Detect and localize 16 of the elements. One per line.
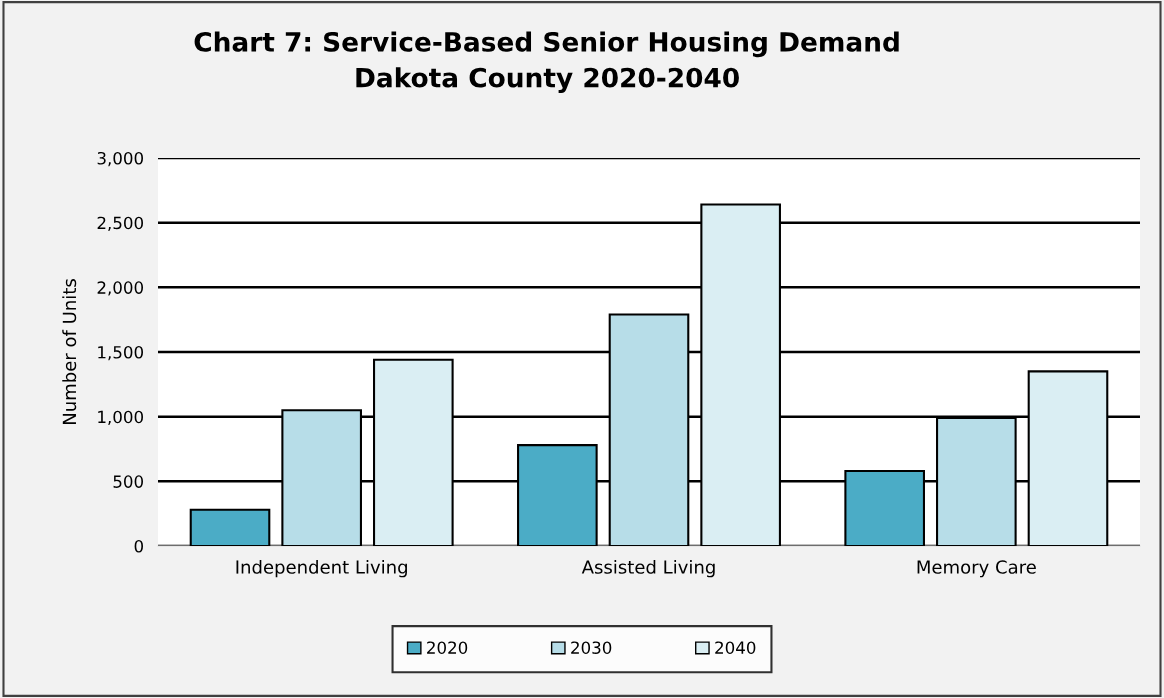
y-axis-title: Number of Units [62,279,77,425]
y-tick-label: 0 [134,539,143,553]
legend-label: 2040 [715,641,756,654]
x-tick-label: Independent Living [236,559,407,578]
y-tick-label: 1,000 [98,410,143,425]
bar [189,508,271,546]
x-tick-label: Assisted Living [581,559,715,578]
y-tick-label: 2,500 [97,216,143,231]
x-tick-label: Memory Care [917,560,1036,578]
legend-label: 2020 [427,641,468,654]
y-tick-label: 3,000 [97,151,143,167]
y-tick-label: 500 [113,475,143,488]
y-tick-label: 2,000 [97,281,143,296]
legend-label: 2030 [571,641,612,654]
y-tick-label: 1,500 [98,345,143,361]
chart-title: Chart 7: Service-Based Senior Housing Demand Dakota County 2020-2040 [194,31,899,93]
